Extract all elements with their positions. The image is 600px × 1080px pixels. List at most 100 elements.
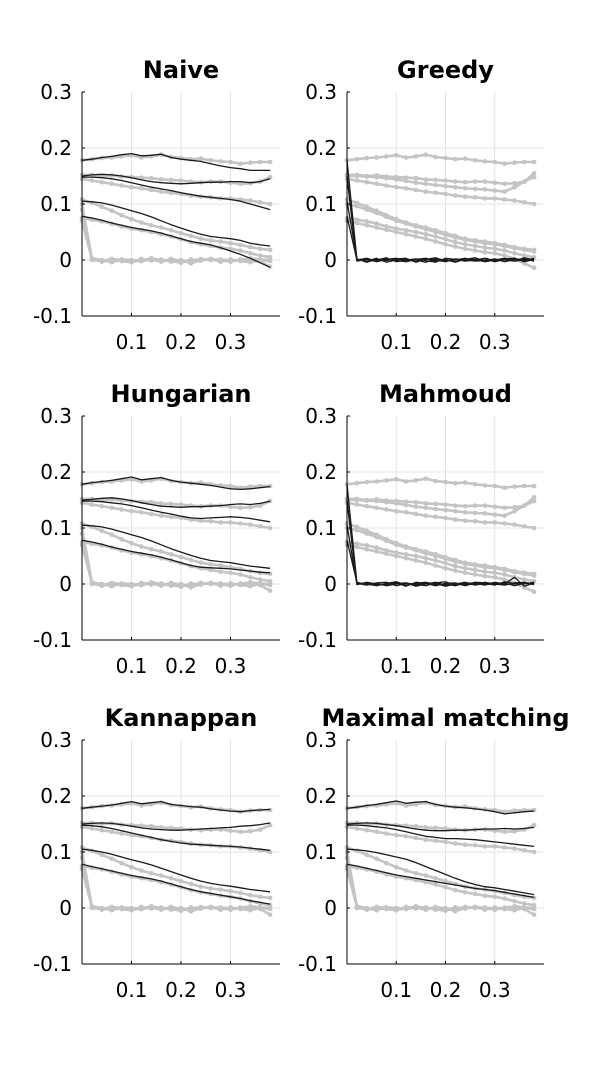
reference-point — [119, 831, 124, 836]
reference-point — [218, 257, 223, 262]
reference-point — [453, 887, 458, 893]
x-tick-label: 0.3 — [479, 654, 511, 678]
reference-point — [433, 825, 438, 831]
reference-point — [531, 525, 537, 531]
reference-point — [492, 483, 498, 489]
reference-point — [354, 502, 360, 507]
reference-point — [248, 580, 253, 585]
reference-point — [129, 477, 134, 482]
reference-point — [443, 183, 448, 189]
reference-point — [531, 589, 537, 595]
method-line — [81, 863, 271, 905]
method-series — [81, 476, 271, 491]
reference-point — [423, 873, 429, 878]
reference-point — [158, 177, 164, 182]
reference-point — [502, 253, 507, 258]
reference-point — [433, 882, 438, 887]
reference-point — [99, 581, 105, 587]
reference-point — [462, 237, 468, 243]
method-series — [81, 848, 271, 893]
reference-point — [238, 248, 243, 253]
reference-point — [453, 563, 458, 569]
reference-point — [531, 849, 537, 855]
reference-point — [462, 561, 468, 567]
reference-point — [423, 226, 429, 232]
reference-point — [364, 179, 370, 185]
reference-point — [433, 876, 438, 881]
reference-point — [267, 525, 273, 531]
y-tick-label: 0.2 — [305, 136, 337, 160]
reference-point — [433, 563, 438, 568]
reference-point — [472, 843, 478, 848]
reference-point — [433, 501, 438, 507]
reference-point — [139, 220, 144, 225]
x-tick-label: 0.2 — [165, 978, 197, 1002]
reference-point — [158, 583, 164, 588]
reference-point — [109, 532, 114, 537]
reference-point — [512, 508, 517, 514]
panel-2: Hungarian -0.1 0 0.1 0.2 0.3 0.1 0.2 0.3 — [33, 380, 280, 678]
method-series — [346, 848, 535, 896]
reference-point — [462, 510, 468, 515]
reference-point — [139, 906, 144, 912]
reference-point — [168, 177, 174, 183]
reference-point — [522, 483, 527, 489]
reference-point — [364, 155, 370, 161]
y-tick-label: 0.2 — [40, 136, 72, 160]
reference-point — [248, 904, 253, 909]
method-line — [346, 863, 535, 899]
reference-point — [462, 890, 468, 895]
panel-title: Maximal matching — [321, 704, 569, 732]
panel-3: Mahmoud -0.1 0 0.1 0.2 0.3 0.1 0.2 0.3 — [298, 380, 544, 678]
reference-point — [248, 505, 253, 510]
reference-point — [433, 838, 438, 844]
reference-point — [433, 177, 438, 183]
reference-series — [344, 476, 537, 491]
reference-point — [403, 545, 409, 550]
reference-point — [248, 198, 253, 203]
method-series — [81, 173, 271, 185]
reference-point — [228, 504, 233, 510]
reference-point — [531, 494, 537, 500]
reference-point — [413, 871, 419, 876]
reference-point — [168, 904, 174, 910]
reference-point — [462, 570, 468, 576]
reference-point — [433, 506, 438, 512]
reference-point — [482, 196, 488, 201]
reference-point — [512, 569, 517, 575]
x-tick-label: 0.1 — [380, 654, 412, 678]
reference-point — [522, 247, 527, 253]
reference-point — [89, 904, 95, 909]
x-tick-label: 0.1 — [380, 330, 412, 354]
reference-point — [364, 479, 370, 485]
reference-point — [492, 504, 498, 510]
reference-point — [119, 507, 124, 512]
reference-point — [238, 890, 243, 896]
reference-point — [531, 249, 537, 254]
reference-point — [403, 510, 409, 515]
method-line — [81, 848, 271, 893]
reference-point — [228, 483, 233, 489]
reference-point — [354, 178, 360, 183]
y-tick-label: 0 — [59, 572, 72, 596]
reference-point — [403, 186, 409, 191]
reference-point — [502, 829, 507, 835]
reference-point — [257, 577, 263, 582]
method-line — [346, 540, 535, 587]
reference-point — [267, 498, 273, 504]
reference-point — [354, 200, 360, 206]
reference-point — [364, 547, 370, 552]
reference-point — [443, 885, 448, 890]
reference-series — [344, 500, 537, 531]
reference-point — [413, 187, 419, 193]
reference-point — [257, 581, 263, 586]
reference-point — [433, 478, 438, 484]
reference-point — [492, 566, 498, 571]
reference-point — [218, 520, 223, 525]
x-tick-label: 0.2 — [430, 654, 462, 678]
reference-series — [344, 218, 537, 271]
reference-point — [354, 220, 360, 226]
reference-point — [403, 231, 409, 237]
reference-point — [413, 180, 419, 185]
reference-point — [512, 899, 517, 904]
